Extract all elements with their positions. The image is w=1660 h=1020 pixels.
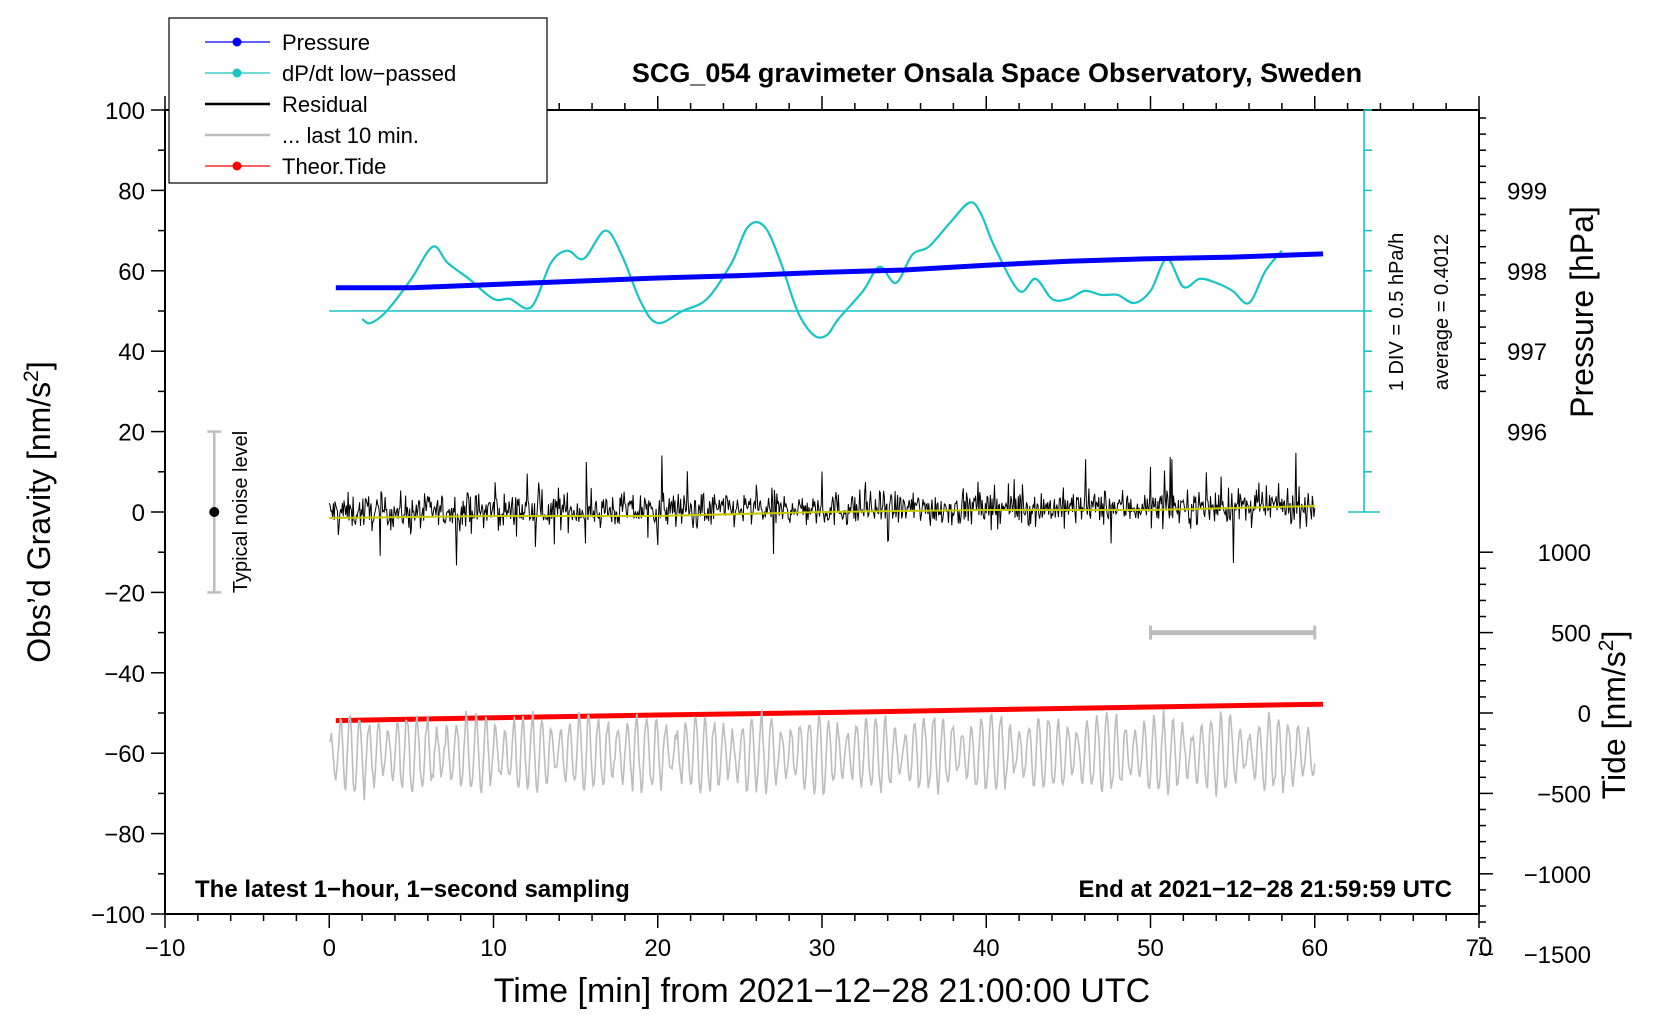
- y-tick-label-left: −20: [104, 580, 145, 607]
- y-axis-label-left: Obs’d Gravity [nm/s2]: [20, 361, 57, 663]
- legend-label: dP/dt low−passed: [282, 61, 456, 86]
- x-tick-label: 50: [1137, 935, 1164, 962]
- x-tick-label: 70: [1466, 935, 1493, 962]
- note-sampling: The latest 1−hour, 1−second sampling: [195, 876, 630, 903]
- y-tick-label-left: 60: [118, 259, 145, 286]
- x-tick-label: −10: [145, 935, 186, 962]
- legend-box: [168, 17, 548, 184]
- pressure-tick-label: 997: [1507, 339, 1547, 366]
- y-tick-label-left: 20: [118, 420, 145, 447]
- x-tick-label: 0: [323, 935, 336, 962]
- pressure-line: [335, 251, 1324, 291]
- y-tick-label-left: 40: [118, 339, 145, 366]
- y-axis-label-pressure: Pressure [hPa]: [1564, 206, 1600, 418]
- y-tick-label-left: −40: [104, 661, 145, 688]
- legend-label: Residual: [282, 92, 368, 117]
- pressure-tick-label: 999: [1507, 178, 1547, 205]
- series-group: [328, 201, 1364, 801]
- pressure-tick-label: 998: [1507, 259, 1547, 286]
- chart-title: SCG_054 gravimeter Onsala Space Observat…: [632, 58, 1362, 88]
- x-axis-label: Time [min] from 2021−12−28 21:00:00 UTC: [494, 972, 1150, 1010]
- scale-div-text: 1 DIV = 0.5 hPa/h: [1386, 233, 1408, 391]
- legend: Pressure dP/dt low−passed Residual ... last…: [168, 17, 548, 184]
- legend-label: Pressure: [282, 30, 370, 55]
- legend-marker: [232, 68, 242, 78]
- y-axis-label-tide: Tide [nm/s2]: [1595, 631, 1632, 800]
- legend-marker: [232, 37, 242, 47]
- tide-tick-label: 500: [1551, 621, 1591, 648]
- y-tick-label-left: −60: [104, 741, 145, 768]
- legend-marker: [232, 161, 242, 171]
- y-tick-label-left: 80: [118, 178, 145, 205]
- x-tick-label: 40: [973, 935, 1000, 962]
- residual-smoothed-line: [329, 505, 1315, 519]
- y-tick-label-left: −100: [91, 902, 145, 929]
- legend-label: ... last 10 min.: [282, 123, 419, 148]
- residual-line: [328, 452, 1316, 566]
- x-tick-label: 60: [1301, 935, 1328, 962]
- x-tick-label: 20: [644, 935, 671, 962]
- scale-average-text: average = 0.4012: [1431, 234, 1453, 390]
- annotations: [207, 109, 1381, 640]
- pressure-tick-label: 996: [1507, 420, 1547, 447]
- y-tick-label-left: 0: [132, 500, 145, 527]
- tide-tick-label: 1000: [1538, 540, 1591, 567]
- dpdt-lowpassed-line: [361, 201, 1283, 339]
- last-10-min-line: [329, 709, 1316, 801]
- y-tick-label-left: 100: [105, 98, 145, 125]
- axis-ticks: −10 0 10 20 30 40 50 60 70100806040200−20−40−60−…: [91, 96, 1591, 969]
- x-tick-label: 30: [809, 935, 836, 962]
- noise-bar-center-dot: [209, 507, 220, 517]
- tide-tick-label: 0: [1578, 701, 1591, 728]
- tide-tick-label: −500: [1537, 781, 1591, 808]
- legend-label: Theor.Tide: [282, 154, 386, 179]
- tide-tick-label: −1000: [1524, 862, 1591, 889]
- y-tick-label-left: −80: [104, 822, 145, 849]
- note-end-time: End at 2021−12−28 21:59:59 UTC: [1078, 876, 1452, 903]
- tide-tick-label: −1500: [1524, 942, 1591, 969]
- x-tick-label: 10: [480, 935, 507, 962]
- tide-line: [335, 701, 1324, 724]
- noise-level-label: Typical noise level: [230, 431, 252, 593]
